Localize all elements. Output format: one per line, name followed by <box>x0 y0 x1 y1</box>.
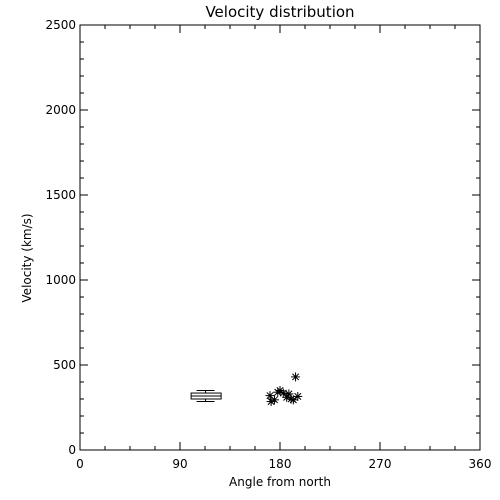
axis-ticks: 0 90 180 270 360 0 500 1000 1500 2000 2500 <box>45 18 491 471</box>
y-tick-label-2000: 2000 <box>45 103 76 117</box>
y-tick-label-2500: 2500 <box>45 18 76 32</box>
y-tick-label-1500: 1500 <box>45 188 76 202</box>
data-point <box>278 388 288 398</box>
x-tick-label-180: 180 <box>269 457 292 471</box>
x-tick-label-270: 270 <box>369 457 392 471</box>
data-point <box>288 395 298 405</box>
y-tick-label-500: 500 <box>53 358 76 372</box>
scatter-points <box>265 372 303 407</box>
x-axis-label: Angle from north <box>229 475 331 489</box>
x-tick-label-0: 0 <box>76 457 84 471</box>
x-tick-label-90: 90 <box>172 457 187 471</box>
y-axis-label: Velocity (km/s) <box>20 213 34 302</box>
y-tick-label-1000: 1000 <box>45 273 76 287</box>
y-tick-label-0: 0 <box>68 443 76 457</box>
data-point <box>269 395 279 405</box>
x-tick-label-360: 360 <box>469 457 492 471</box>
boxplot <box>190 390 222 403</box>
data-point <box>293 391 303 401</box>
chart-title: Velocity distribution <box>205 3 354 21</box>
data-point <box>291 372 301 382</box>
